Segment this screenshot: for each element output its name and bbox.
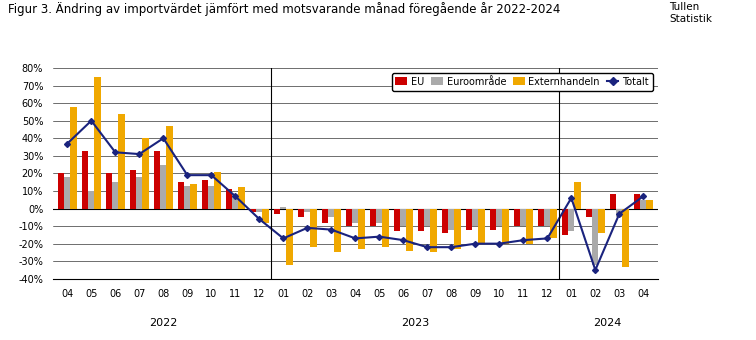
Bar	[370, 208, 376, 226]
Bar	[274, 208, 280, 214]
Bar	[454, 208, 460, 249]
Bar	[599, 208, 605, 233]
Bar	[352, 208, 358, 223]
Text: 2024: 2024	[593, 318, 621, 328]
Bar	[514, 208, 520, 226]
Bar	[322, 208, 328, 223]
Bar	[160, 165, 166, 208]
Bar	[130, 170, 136, 208]
Bar	[88, 191, 94, 208]
Bar	[622, 208, 629, 267]
Bar	[262, 208, 268, 223]
Bar	[298, 208, 304, 217]
Legend: EU, Euroområde, Externhandeln, Totalt: EU, Euroområde, Externhandeln, Totalt	[392, 73, 653, 91]
Bar	[232, 194, 238, 208]
Bar	[311, 208, 317, 247]
Bar	[215, 172, 221, 208]
Bar	[376, 208, 383, 223]
Bar	[640, 200, 646, 208]
Bar	[178, 182, 184, 208]
Bar	[208, 186, 215, 208]
Bar	[94, 77, 101, 208]
Bar	[569, 208, 575, 231]
Bar	[119, 114, 125, 208]
Bar	[610, 194, 616, 208]
Bar	[616, 208, 622, 217]
Bar	[250, 208, 256, 212]
Bar	[562, 208, 569, 235]
Bar	[334, 208, 341, 252]
Bar	[82, 151, 88, 208]
Bar	[136, 177, 142, 208]
Bar	[575, 182, 581, 208]
Bar	[586, 208, 592, 217]
Bar	[479, 208, 485, 244]
Text: 2022: 2022	[149, 318, 178, 328]
Bar	[592, 208, 599, 265]
Bar	[526, 208, 533, 244]
Bar	[634, 194, 640, 208]
Bar	[496, 208, 503, 226]
Bar	[646, 200, 652, 208]
Bar	[472, 208, 479, 226]
Bar	[106, 173, 112, 208]
Bar	[358, 208, 364, 249]
Bar	[520, 208, 526, 226]
Bar	[142, 138, 149, 208]
Bar	[154, 151, 160, 208]
Bar	[191, 184, 197, 208]
Bar	[490, 208, 496, 230]
Bar	[184, 186, 191, 208]
Bar	[238, 187, 245, 208]
Text: Figur 3. Ändring av importvärdet jämfört med motsvarande månad föregående år 202: Figur 3. Ändring av importvärdet jämfört…	[8, 2, 560, 16]
Bar	[424, 208, 430, 226]
Bar	[346, 208, 352, 226]
Bar	[202, 181, 208, 208]
Bar	[256, 208, 262, 212]
Bar	[503, 208, 509, 244]
Bar	[544, 208, 550, 226]
Bar	[383, 208, 389, 247]
Text: 2023: 2023	[401, 318, 429, 328]
Bar	[58, 173, 64, 208]
Bar	[328, 208, 334, 217]
Bar	[280, 207, 287, 208]
Bar	[70, 107, 76, 208]
Bar	[550, 208, 556, 238]
Bar	[226, 189, 232, 208]
Text: Tullen
Statistik: Tullen Statistik	[669, 2, 712, 24]
Bar	[442, 208, 448, 233]
Bar	[400, 208, 407, 226]
Bar	[166, 126, 172, 208]
Bar	[112, 182, 119, 208]
Bar	[448, 208, 454, 230]
Bar	[304, 208, 311, 212]
Bar	[418, 208, 424, 231]
Bar	[287, 208, 293, 265]
Bar	[407, 208, 413, 251]
Bar	[466, 208, 472, 230]
Bar	[430, 208, 437, 252]
Bar	[538, 208, 544, 226]
Bar	[394, 208, 400, 231]
Bar	[64, 177, 70, 208]
